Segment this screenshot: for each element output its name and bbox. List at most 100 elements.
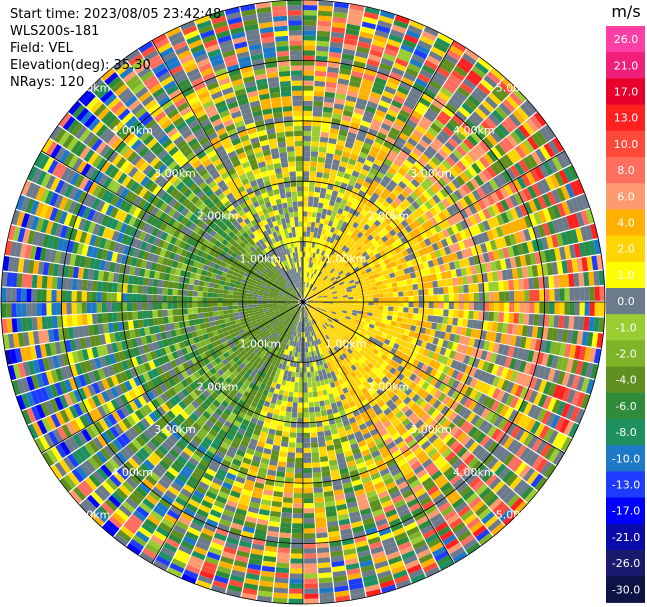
velocity-gate — [195, 541, 210, 551]
velocity-gate — [342, 445, 352, 453]
velocity-gate — [326, 76, 338, 84]
velocity-gate — [264, 330, 270, 336]
velocity-gate — [316, 421, 323, 428]
velocity-gate — [307, 311, 310, 316]
velocity-gate — [279, 451, 288, 458]
velocity-gate — [294, 472, 303, 479]
velocity-gate — [306, 305, 311, 310]
velocity-gate — [453, 189, 463, 200]
velocity-gate — [417, 283, 424, 290]
velocity-gate — [359, 331, 366, 337]
velocity-gate — [393, 378, 401, 386]
velocity-gate — [389, 560, 404, 570]
velocity-gate — [517, 414, 528, 427]
velocity-gate — [531, 239, 540, 252]
velocity-gate — [322, 283, 328, 288]
velocity-gate — [356, 224, 363, 232]
velocity-gate — [390, 522, 404, 532]
velocity-gate — [565, 358, 574, 373]
velocity-gate — [291, 543, 303, 549]
velocity-gate — [411, 110, 423, 120]
velocity-gate — [406, 526, 420, 537]
velocity-gate — [362, 325, 369, 331]
velocity-gate — [307, 303, 313, 306]
velocity-gate — [449, 333, 456, 342]
velocity-gate — [344, 363, 351, 370]
velocity-gate — [380, 354, 388, 361]
velocity-gate — [344, 216, 351, 224]
velocity-gate — [364, 6, 380, 15]
velocity-gate — [77, 387, 87, 401]
velocity-gate — [533, 364, 542, 378]
velocity-gate — [544, 249, 552, 263]
velocity-gate — [307, 316, 310, 322]
velocity-gate — [505, 222, 514, 235]
velocity-gate — [455, 361, 463, 371]
velocity-gate — [343, 269, 350, 275]
velocity-gate — [273, 388, 280, 395]
velocity-gate — [284, 477, 294, 483]
velocity-gate — [319, 374, 324, 381]
velocity-gate — [509, 220, 519, 233]
velocity-gate — [427, 537, 442, 549]
velocity-gate — [135, 450, 147, 463]
velocity-gate — [363, 302, 369, 306]
velocity-gate — [311, 285, 316, 291]
velocity-gate — [303, 135, 311, 142]
velocity-gate — [347, 306, 354, 310]
station-text: WLS200s-181 — [10, 24, 100, 39]
velocity-gate — [328, 325, 333, 331]
velocity-gate — [283, 421, 291, 428]
velocity-gate — [316, 293, 322, 297]
velocity-gate — [277, 315, 283, 320]
velocity-gate — [75, 465, 88, 480]
velocity-gate — [377, 490, 389, 499]
velocity-gate — [328, 231, 334, 238]
velocity-gate — [332, 296, 338, 299]
velocity-gate — [189, 382, 198, 391]
velocity-gate — [406, 564, 422, 575]
velocity-gate — [284, 321, 289, 327]
velocity-gate — [345, 327, 351, 332]
velocity-gate — [403, 302, 409, 308]
velocity-gate — [362, 291, 368, 296]
velocity-gate — [306, 287, 309, 293]
velocity-gate — [445, 451, 456, 463]
velocity-gate — [551, 219, 561, 234]
velocity-gate — [287, 355, 292, 362]
velocity-gate — [319, 400, 325, 407]
velocity-gate — [315, 181, 322, 188]
velocity-gate — [404, 186, 413, 195]
velocity-gate — [360, 355, 367, 363]
velocity-gate — [426, 107, 439, 119]
velocity-gate — [307, 288, 310, 293]
velocity-gate — [100, 464, 113, 478]
velocity-gate — [396, 365, 405, 373]
velocity-gate — [145, 494, 158, 506]
velocity-gate — [363, 204, 371, 213]
velocity-gate — [215, 495, 228, 505]
velocity-gate — [278, 389, 285, 396]
velocity-gate — [321, 471, 331, 478]
velocity-gate — [307, 251, 311, 258]
velocity-gate — [429, 251, 437, 260]
velocity-gate — [316, 171, 323, 178]
velocity-gate — [361, 314, 367, 319]
velocity-gate — [281, 331, 286, 337]
velocity-gate — [474, 463, 487, 476]
velocity-gate — [533, 392, 543, 406]
velocity-gate — [250, 389, 258, 397]
velocity-gate — [111, 411, 122, 423]
velocity-gate — [526, 470, 540, 485]
velocity-gate — [259, 347, 265, 353]
velocity-gate — [253, 396, 260, 404]
velocity-gate — [417, 157, 427, 167]
velocity-gate — [217, 328, 224, 335]
velocity-gate — [339, 68, 352, 76]
velocity-gate — [319, 192, 326, 199]
velocity-gate — [430, 377, 439, 387]
velocity-gate — [316, 349, 321, 356]
velocity-gate — [485, 494, 499, 507]
velocity-gate — [381, 332, 388, 339]
velocity-gate — [303, 186, 309, 192]
